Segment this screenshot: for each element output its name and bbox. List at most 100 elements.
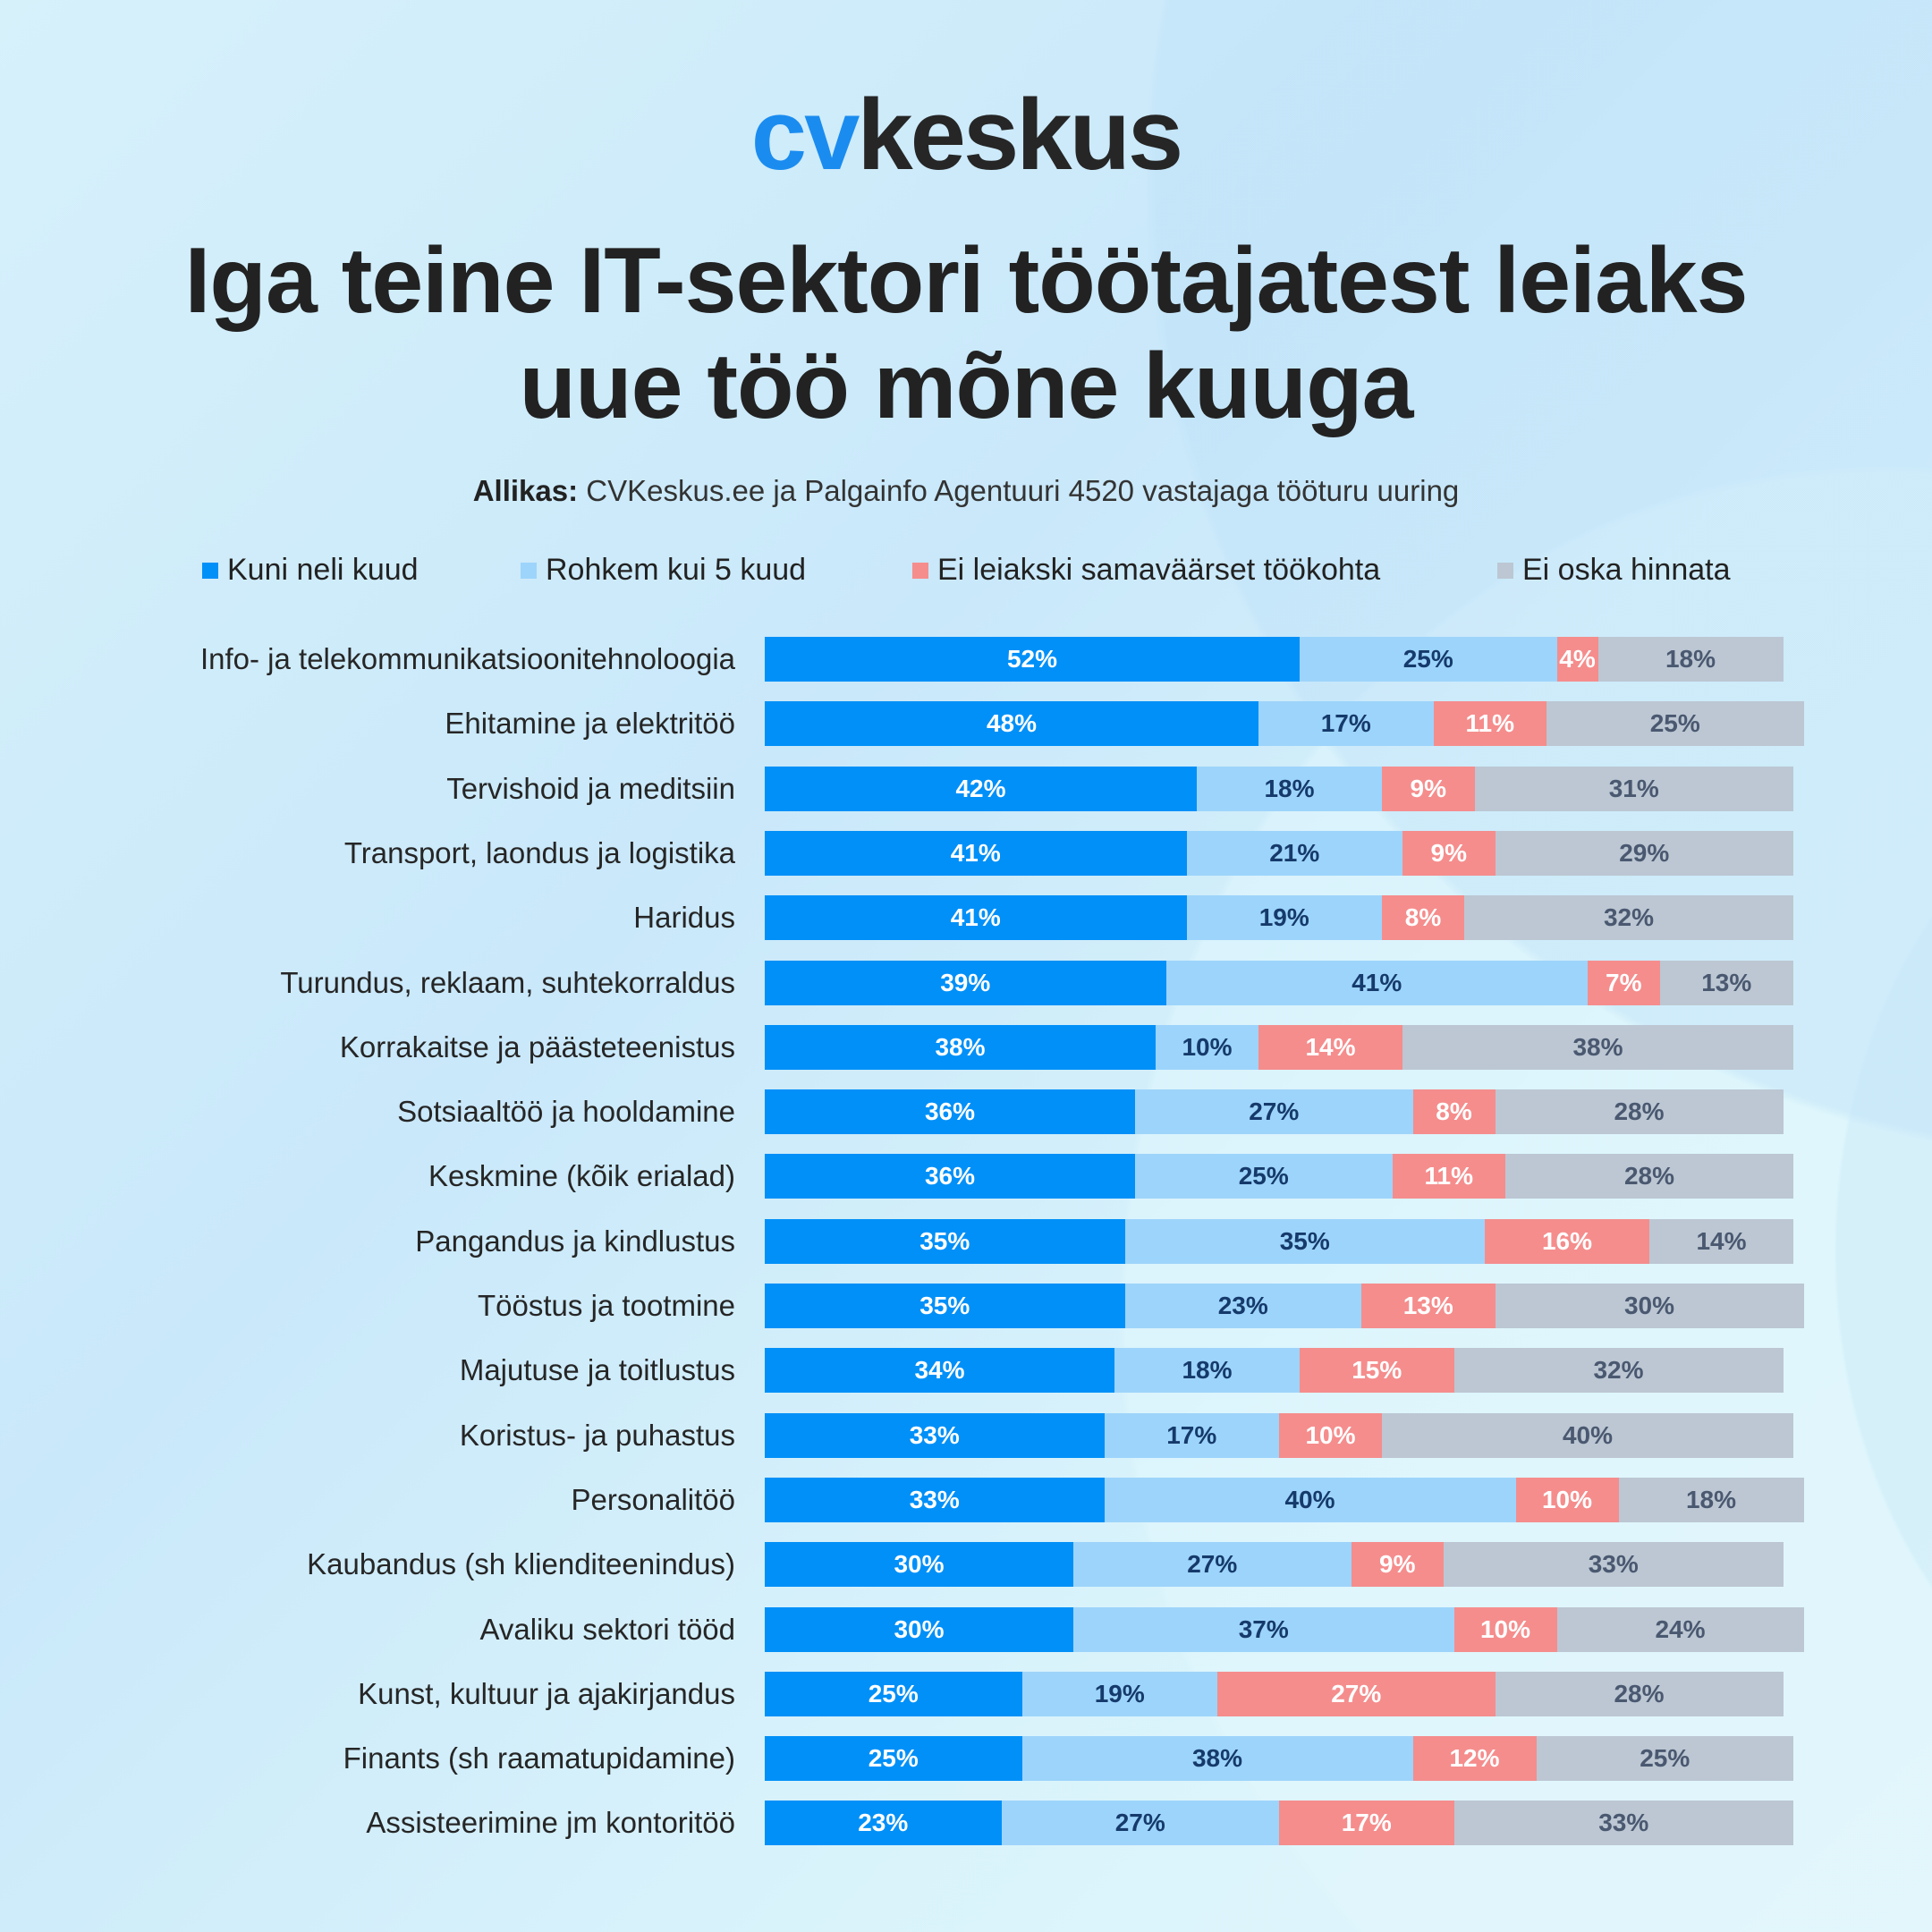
bar-segment: 28% [1505,1154,1793,1199]
data-label: 10% [1479,1614,1531,1643]
bar-segment: 23% [1124,1284,1361,1328]
data-label: 23% [1217,1292,1268,1319]
bar-segment: 13% [1361,1284,1496,1328]
category-label: Kunst, kultuur ja ajakirjandus [358,1676,735,1710]
legend-swatch [912,562,928,579]
data-label: 4% [1559,645,1596,673]
category-label: Keskmine (kõik erialad) [428,1159,735,1193]
data-label: 33% [909,1485,960,1513]
bar-segment: 27% [1001,1801,1279,1846]
bar-segment: 25% [1135,1154,1393,1199]
data-label: 32% [1593,1356,1644,1385]
data-label: 15% [1352,1356,1402,1385]
category-label: Transport, laondus ja logistika [343,835,735,869]
data-label: 48% [986,709,1038,738]
legend-item: Ei leiakski samaväärset töökohta [912,553,1380,588]
category-label: Info- ja telekommunikatsioonitehnoloogia [199,642,735,675]
bar-segment: 14% [1649,1218,1793,1264]
bar-segment: 15% [1300,1348,1454,1394]
bar-segment: 35% [765,1218,1125,1264]
data-label: 9% [1430,838,1467,867]
legend-label: Ei leiakski samaväärset töökohta [937,553,1381,587]
bar-segment: 33% [1453,1801,1793,1846]
bar-segment: 4% [1556,637,1598,682]
data-label: 24% [1655,1614,1706,1643]
data-label: 9% [1410,774,1446,802]
bar-segment: 25% [1546,701,1804,747]
bar-segment: 41% [765,895,1187,941]
data-label: 25% [1402,645,1453,673]
data-label: 21% [1269,838,1320,867]
data-label: 30% [894,1614,945,1643]
bar-segment: 10% [1156,1024,1258,1070]
legend-swatch [1497,562,1513,579]
data-label: 18% [1264,774,1315,802]
legend-label: Rohkem kui 5 kuud [546,553,807,587]
data-label: 36% [924,1162,976,1191]
category-label: Pangandus ja kindlustus [415,1224,735,1258]
logo-cv: cv [750,79,860,191]
bar-segment: 10% [1453,1606,1557,1652]
data-label: 38% [1191,1744,1243,1773]
bar-segment: 35% [1124,1218,1485,1264]
bar-segment: 23% [765,1801,1002,1846]
data-label: 18% [1182,1356,1233,1385]
category-label: Turundus, reklaam, suhtekorraldus [280,965,735,999]
bar-segment: 27% [1217,1671,1496,1716]
bar-segment: 25% [765,1671,1022,1716]
legend-item: Rohkem kui 5 kuud [521,553,806,588]
legend: Kuni neli kuud Rohkem kui 5 kuud Ei leiaks… [0,553,1932,592]
category-label: Ehitamine ja elektritöö [445,707,735,741]
data-label: 41% [1352,968,1402,996]
data-label: 38% [935,1032,986,1061]
bar-segment: 36% [765,1154,1135,1199]
bar-segment: 41% [765,830,1187,876]
data-label: 31% [1608,774,1659,802]
bar-segment: 28% [1495,1089,1784,1135]
data-label: 25% [868,1744,919,1773]
data-label: 13% [1402,1292,1453,1319]
category-label: Tööstus ja tootmine [478,1289,735,1322]
data-label: 19% [1258,903,1309,932]
bar-segment: 30% [1495,1284,1804,1328]
data-label: 23% [858,1809,909,1837]
bar-segment: 25% [1300,637,1557,682]
bar-segment: 18% [1597,637,1784,682]
cvkeskus-logo: cvkeskus [0,77,1932,192]
data-label: 33% [909,1420,960,1449]
bar-segment: 25% [765,1736,1022,1782]
bar-segment: 30% [765,1542,1073,1588]
data-label: 27% [1114,1809,1165,1837]
bar-segment: 17% [1279,1801,1454,1846]
data-label: 25% [1649,709,1700,738]
category-label: Sotsiaaltöö ja hooldamine [397,1095,735,1129]
legend-label: Ei oska hinnata [1522,553,1731,587]
chart-title: Iga teine IT-sektori töötajatest leiaks … [0,228,1932,439]
data-label: 41% [950,838,1001,867]
bar-segment: 9% [1382,766,1475,811]
bar-segment: 25% [1536,1736,1793,1782]
bar-segment: 38% [1021,1736,1413,1782]
data-label: 40% [1284,1485,1335,1513]
bar-segment: 16% [1485,1218,1649,1264]
legend-swatch [521,562,537,579]
data-label: 42% [955,774,1006,802]
data-label: 40% [1562,1420,1614,1449]
logo-keskus: keskus [857,79,1183,191]
bar-segment: 18% [1618,1477,1804,1522]
data-label: 33% [1598,1809,1649,1837]
bar-segment: 19% [1021,1671,1217,1716]
bar-segment: 24% [1556,1606,1804,1652]
data-label: 8% [1436,1097,1472,1126]
legend-swatch [202,562,218,579]
bar-segment: 18% [1114,1348,1300,1394]
bar-segment: 9% [1351,1542,1444,1588]
source-label: Allikas: [472,474,579,507]
category-label: Tervishoid ja meditsiin [446,771,735,805]
data-label: 52% [1006,645,1058,673]
data-label: 13% [1701,968,1752,996]
category-label: Avaliku sektori tööd [479,1612,735,1646]
bar-segment: 39% [765,960,1166,1005]
data-label: 8% [1404,903,1442,932]
data-label: 28% [1614,1097,1665,1126]
